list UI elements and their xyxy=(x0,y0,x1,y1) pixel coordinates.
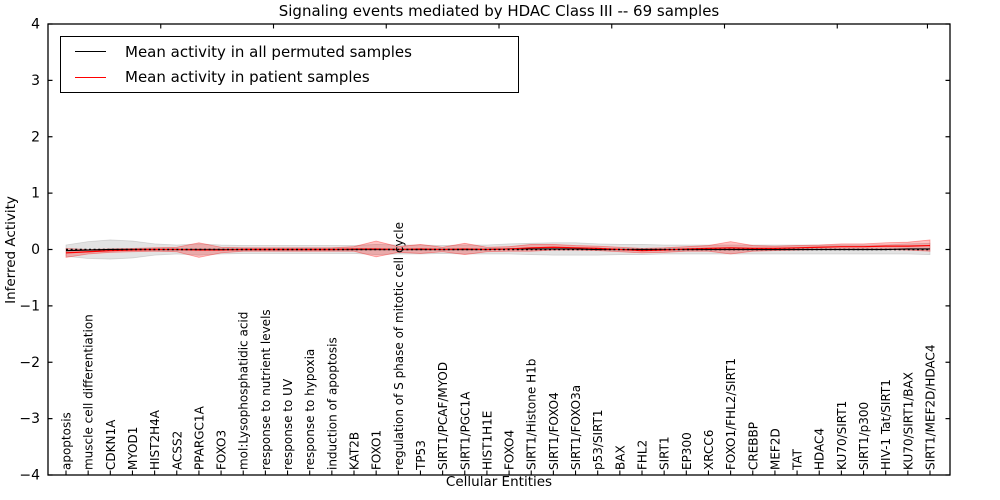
x-tick-label: FOXO3 xyxy=(215,430,229,470)
x-tick-label: HIV-1 Tat/SIRT1 xyxy=(879,379,893,470)
x-tick-label: HIST2H4A xyxy=(148,409,162,470)
x-tick-label: SIRT1/Histone H1b xyxy=(525,359,539,470)
legend-item-permuted: Mean activity in all permuted samples xyxy=(75,39,518,65)
x-tick-label: TP53 xyxy=(414,440,428,471)
x-tick-label: SIRT1/FOXO4 xyxy=(547,392,561,470)
legend-label-patient: Mean activity in patient samples xyxy=(125,68,370,87)
x-tick-label: response to hypoxia xyxy=(303,349,317,470)
x-tick-label: KU70/SIRT1/BAX xyxy=(901,372,915,470)
legend-line-black-icon xyxy=(75,51,106,53)
x-tick-label: FOXO4 xyxy=(503,430,517,470)
x-tick-label: response to UV xyxy=(281,378,295,470)
x-tick-label: FHL2 xyxy=(636,440,650,470)
x-tick-label: SIRT1/MEF2D/HDAC4 xyxy=(924,345,938,470)
x-tick-label: SIRT1/FOXO3a xyxy=(569,385,583,470)
x-tick-label: p53/SIRT1 xyxy=(591,409,605,470)
y-tick-label: 1 xyxy=(31,186,40,202)
x-tick-label: MEF2D xyxy=(768,428,782,470)
x-tick-label: induction of apoptosis xyxy=(325,337,339,470)
y-tick-label: 0 xyxy=(31,242,40,258)
x-tick-label: EP300 xyxy=(680,432,694,470)
legend-item-patient: Mean activity in patient samples xyxy=(75,65,518,91)
chart-title: Signaling events mediated by HDAC Class … xyxy=(278,2,720,20)
x-tick-label: HIST1H1E xyxy=(480,411,494,470)
x-tick-label: TAT xyxy=(791,448,805,471)
x-tick-label: BAX xyxy=(613,445,627,470)
y-tick-label: 2 xyxy=(31,129,40,145)
x-tick-label: FOXO1/FHL2/SIRT1 xyxy=(724,358,738,470)
legend-label-permuted: Mean activity in all permuted samples xyxy=(125,42,412,61)
x-tick-label: apoptosis xyxy=(60,412,74,470)
y-tick-label: −4 xyxy=(19,468,40,484)
legend: Mean activity in all permuted samples Me… xyxy=(60,36,519,93)
x-tick-label: ACSS2 xyxy=(170,431,184,470)
x-tick-label: mol:Lysophosphatidic acid xyxy=(237,312,251,470)
x-tick-label: KAT2B xyxy=(348,432,362,470)
x-tick-label: HDAC4 xyxy=(813,428,827,470)
x-tick-label: KU70/SIRT1 xyxy=(835,401,849,470)
x-tick-label: XRCC6 xyxy=(702,430,716,470)
y-tick-label: −2 xyxy=(19,355,40,371)
y-axis-label: Inferred Activity xyxy=(3,196,19,304)
x-tick-label: muscle cell differentiation xyxy=(82,314,96,470)
x-tick-label: FOXO1 xyxy=(370,430,384,470)
y-tick-label: 3 xyxy=(31,73,40,89)
y-tick-label: −1 xyxy=(19,298,40,314)
x-tick-label: response to nutrient levels xyxy=(259,309,273,470)
x-tick-label: SIRT1/PCAF/MYOD xyxy=(436,362,450,470)
legend-line-red-icon xyxy=(75,76,106,78)
x-tick-label: PPARGC1A xyxy=(192,405,206,470)
x-tick-label: regulation of S phase of mitotic cell cy… xyxy=(392,222,406,470)
x-tick-label: MYOD1 xyxy=(126,427,140,470)
x-tick-label: SIRT1/PGC1A xyxy=(458,391,472,470)
x-axis-label: Cellular Entities xyxy=(445,474,553,490)
x-tick-label: SIRT1/p300 xyxy=(857,402,871,470)
y-tick-label: 4 xyxy=(31,17,40,33)
y-tick-label: −3 xyxy=(19,411,40,427)
x-tick-label: CREBBP xyxy=(746,422,760,470)
x-tick-label: CDKN1A xyxy=(104,419,118,470)
x-tick-label: SIRT1 xyxy=(658,436,672,470)
